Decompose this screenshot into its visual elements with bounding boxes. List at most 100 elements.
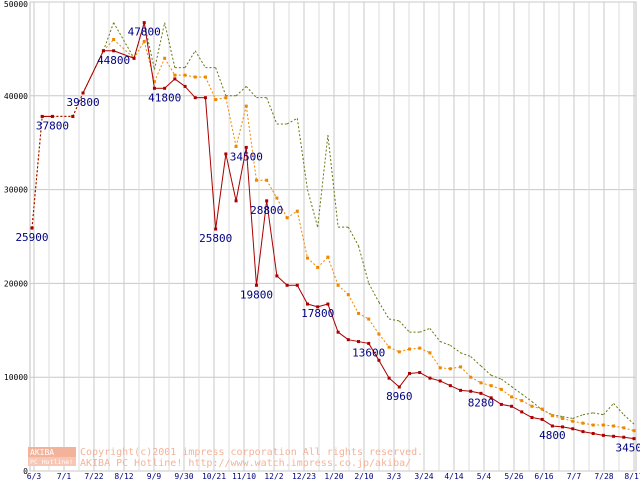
series-2-segment [563, 417, 573, 419]
data-label: 39800 [66, 96, 99, 109]
series-0-point [255, 284, 258, 287]
x-tick-label: 5/26 [504, 472, 523, 480]
series-0-point [571, 427, 574, 430]
series-1-point [581, 422, 584, 425]
series-1-segment [399, 349, 409, 352]
series-0-segment [410, 373, 420, 374]
series-1-point [296, 210, 299, 213]
series-2-segment [307, 190, 317, 228]
series-0-point [245, 146, 248, 149]
series-1-point [530, 405, 533, 408]
series-2-segment [369, 283, 379, 302]
series-1-segment [532, 406, 542, 409]
series-0-point [592, 432, 595, 435]
x-tick-label: 6/16 [534, 472, 553, 480]
series-1-segment [501, 389, 511, 397]
series-1-segment [440, 368, 450, 369]
series-1-point [520, 399, 523, 402]
data-label: 3450 [616, 442, 640, 455]
series-1-segment [420, 348, 430, 353]
logo-bottom-text: PC Hotline! [30, 458, 73, 466]
series-1-segment [338, 285, 348, 294]
series-2-segment [185, 51, 195, 68]
series-0-point [357, 340, 360, 343]
series-1-point [469, 376, 472, 379]
series-0-point [581, 430, 584, 433]
series-1-point [602, 424, 605, 427]
series-0-segment [399, 373, 409, 387]
series-0-segment [450, 386, 460, 391]
series-0-segment [501, 404, 511, 406]
x-tick-label: 3/3 [387, 472, 402, 480]
data-label: 25900 [15, 231, 48, 244]
series-1-point [367, 318, 370, 321]
series-0-segment [338, 332, 348, 340]
series-1-point [214, 98, 217, 101]
data-label: 8280 [468, 396, 495, 409]
series-0-segment [348, 340, 358, 342]
series-1-point [194, 76, 197, 79]
series-2-segment [603, 403, 613, 414]
series-0-segment [532, 418, 542, 420]
series-1-point [357, 312, 360, 315]
series-1-segment [154, 58, 164, 81]
series-2-segment [593, 413, 603, 415]
series-0-point [41, 115, 44, 118]
series-1-point [633, 429, 636, 432]
series-1-segment [481, 383, 491, 386]
series-1-point [408, 348, 411, 351]
plot-frame [30, 2, 636, 471]
series-2-segment [328, 135, 338, 227]
series-1-segment [491, 386, 501, 390]
data-label: 4800 [539, 429, 566, 442]
series-2-segment [583, 413, 593, 415]
y-tick-label: 20000 [4, 279, 28, 288]
series-1-point [622, 426, 625, 429]
grid-lines [30, 2, 636, 471]
data-label: 28800 [250, 204, 283, 217]
series-0-point [31, 227, 34, 230]
series-1-point [235, 145, 238, 148]
copyright-block: AKIBA PC Hotline! Copyright(c)2001 impre… [28, 447, 423, 469]
series-0-point [224, 152, 227, 155]
x-tick-label: 8/17 [624, 472, 640, 480]
series-0-point [541, 418, 544, 421]
series-0-point [500, 403, 503, 406]
x-tick-label: 10/21 [202, 472, 226, 480]
series-0-point [408, 372, 411, 375]
series-0-point [551, 424, 554, 427]
x-tick-label: 4/14 [444, 472, 463, 480]
series-0-point [82, 91, 85, 94]
series-1-segment [624, 428, 634, 431]
series-2-segment [481, 366, 491, 375]
data-label: 19800 [240, 288, 273, 301]
series-1-segment [583, 423, 593, 425]
series-2-segment [501, 379, 511, 387]
copyright-line-2: AKIBA PC Hotline! http://www.watch.impre… [80, 458, 411, 469]
series-2-segment [348, 227, 358, 246]
series-0-segment [552, 426, 562, 427]
series-1-segment [236, 106, 246, 146]
series-2-segment [399, 321, 409, 332]
data-label: 41800 [148, 91, 181, 104]
series-0-point [347, 338, 350, 341]
series-0-point [133, 57, 136, 60]
series-0-point [530, 416, 533, 419]
series-1-point [163, 57, 166, 60]
series-1-point [326, 256, 329, 259]
series-1-point [275, 197, 278, 200]
x-tick-label: 1/20 [324, 472, 343, 480]
series-1-point [286, 216, 289, 219]
series-1-point [439, 366, 442, 369]
series-1-point [337, 284, 340, 287]
series-0-point [633, 437, 636, 440]
x-tick-label: 12/23 [292, 472, 316, 480]
series-0-point [449, 384, 452, 387]
logo-top-text: AKIBA [30, 448, 54, 457]
series-0-segment [379, 360, 389, 378]
series-1-point [377, 333, 380, 336]
series-0-point [275, 274, 278, 277]
series-2-segment [165, 23, 175, 68]
data-label: 13600 [352, 346, 385, 359]
